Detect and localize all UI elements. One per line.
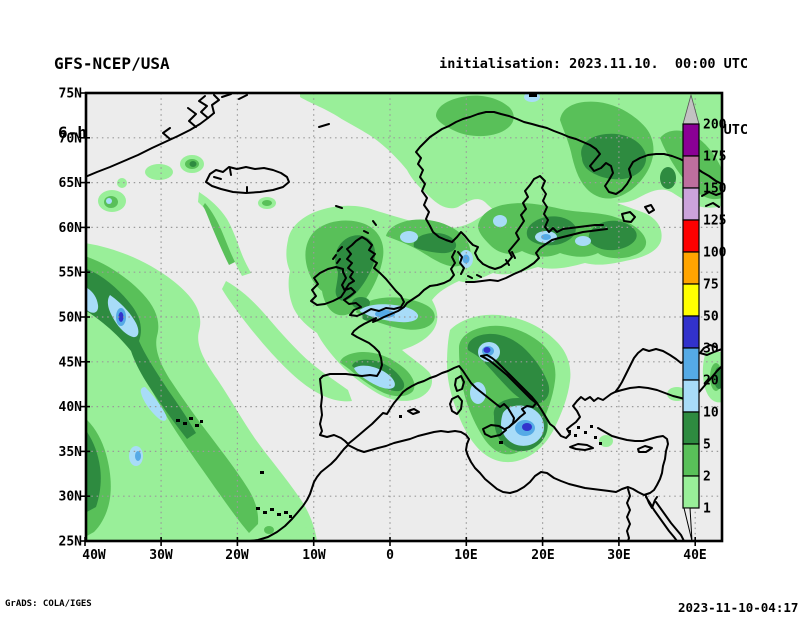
colorbar-segment-50-75 bbox=[682, 283, 700, 317]
colorbar-segment-10-20 bbox=[682, 379, 700, 413]
colorbar-level: 75 bbox=[703, 278, 719, 293]
precip-layer-30-50mm bbox=[118, 312, 532, 431]
colorbar-level: 2 bbox=[703, 470, 711, 485]
colorbar-level: 30 bbox=[703, 342, 719, 357]
lat-label: 40N bbox=[59, 400, 83, 415]
colorbar-segment-5-10 bbox=[682, 411, 700, 445]
lon-label: 10W bbox=[302, 548, 326, 563]
colorbar-segment-75-100 bbox=[682, 251, 700, 285]
colorbar-labels: 200 175 150 125 100 75 50 30 20 10 5 2 1 bbox=[703, 118, 727, 517]
model-title: GFS-NCEP/USA bbox=[54, 54, 170, 73]
colorbar: 200 175 150 125 100 75 50 30 20 10 5 2 1 bbox=[682, 93, 727, 542]
colorbar-level: 125 bbox=[703, 214, 726, 229]
lat-label: 25N bbox=[59, 535, 83, 550]
lon-label: 40E bbox=[683, 548, 706, 563]
small-islands-layer bbox=[176, 94, 602, 518]
lat-label: 55N bbox=[59, 266, 83, 281]
colorbar-level: 20 bbox=[703, 374, 719, 389]
lat-label: 75N bbox=[59, 87, 83, 102]
lon-label: 20W bbox=[225, 548, 249, 563]
lon-label: 30W bbox=[149, 548, 173, 563]
lat-label: 30N bbox=[59, 490, 83, 505]
lat-label: 70N bbox=[59, 131, 83, 146]
colorbar-level: 50 bbox=[703, 310, 719, 325]
lon-label: 10E bbox=[454, 548, 477, 563]
lat-label: 45N bbox=[59, 355, 83, 370]
colorbar-segment-125-150 bbox=[682, 187, 700, 221]
colorbar-level: 150 bbox=[703, 182, 727, 197]
lon-axis-labels: 40W 30W 20W 10W 0 10E 20E 30E 40E bbox=[82, 548, 706, 563]
colorbar-level: 5 bbox=[703, 438, 711, 453]
grads-credit: GrADS: COLA/IGES bbox=[5, 599, 92, 609]
axis-ticks bbox=[81, 92, 697, 546]
lat-label: 60N bbox=[59, 221, 83, 236]
colorbar-level: 10 bbox=[703, 406, 719, 421]
lon-label: 30E bbox=[607, 548, 630, 563]
colorbar-level: 200 bbox=[703, 118, 727, 133]
colorbar-level: 1 bbox=[703, 502, 711, 517]
colorbar-segment-150-175 bbox=[682, 155, 700, 189]
creation-timestamp: 2023-11-10-04:17 bbox=[678, 600, 799, 615]
lon-label: 40W bbox=[82, 548, 106, 563]
lat-label: 50N bbox=[59, 311, 83, 326]
colorbar-segment-30-50 bbox=[682, 315, 700, 349]
lat-label: 65N bbox=[59, 176, 83, 191]
lon-label: 20E bbox=[531, 548, 554, 563]
init-time-label: initialisation: 2023.11.10. 00:00 UTC bbox=[439, 56, 748, 72]
colorbar-segment-175-200 bbox=[682, 123, 700, 157]
colorbar-segment-100-125 bbox=[682, 219, 700, 253]
colorbar-segment-20-30 bbox=[682, 347, 700, 381]
lon-label: 0 bbox=[386, 548, 394, 563]
colorbar-below-min-pointer bbox=[683, 507, 693, 542]
colorbar-segment-2-5 bbox=[682, 443, 700, 477]
colorbar-level: 175 bbox=[703, 150, 726, 165]
colorbar-segment-1-2 bbox=[682, 475, 700, 509]
lat-label: 35N bbox=[59, 445, 83, 460]
coastline-layer bbox=[87, 94, 721, 540]
colorbar-level: 100 bbox=[703, 246, 727, 261]
lat-axis-labels: 75N 70N 65N 60N 55N 50N 45N 40N 35N 30N … bbox=[59, 87, 83, 550]
